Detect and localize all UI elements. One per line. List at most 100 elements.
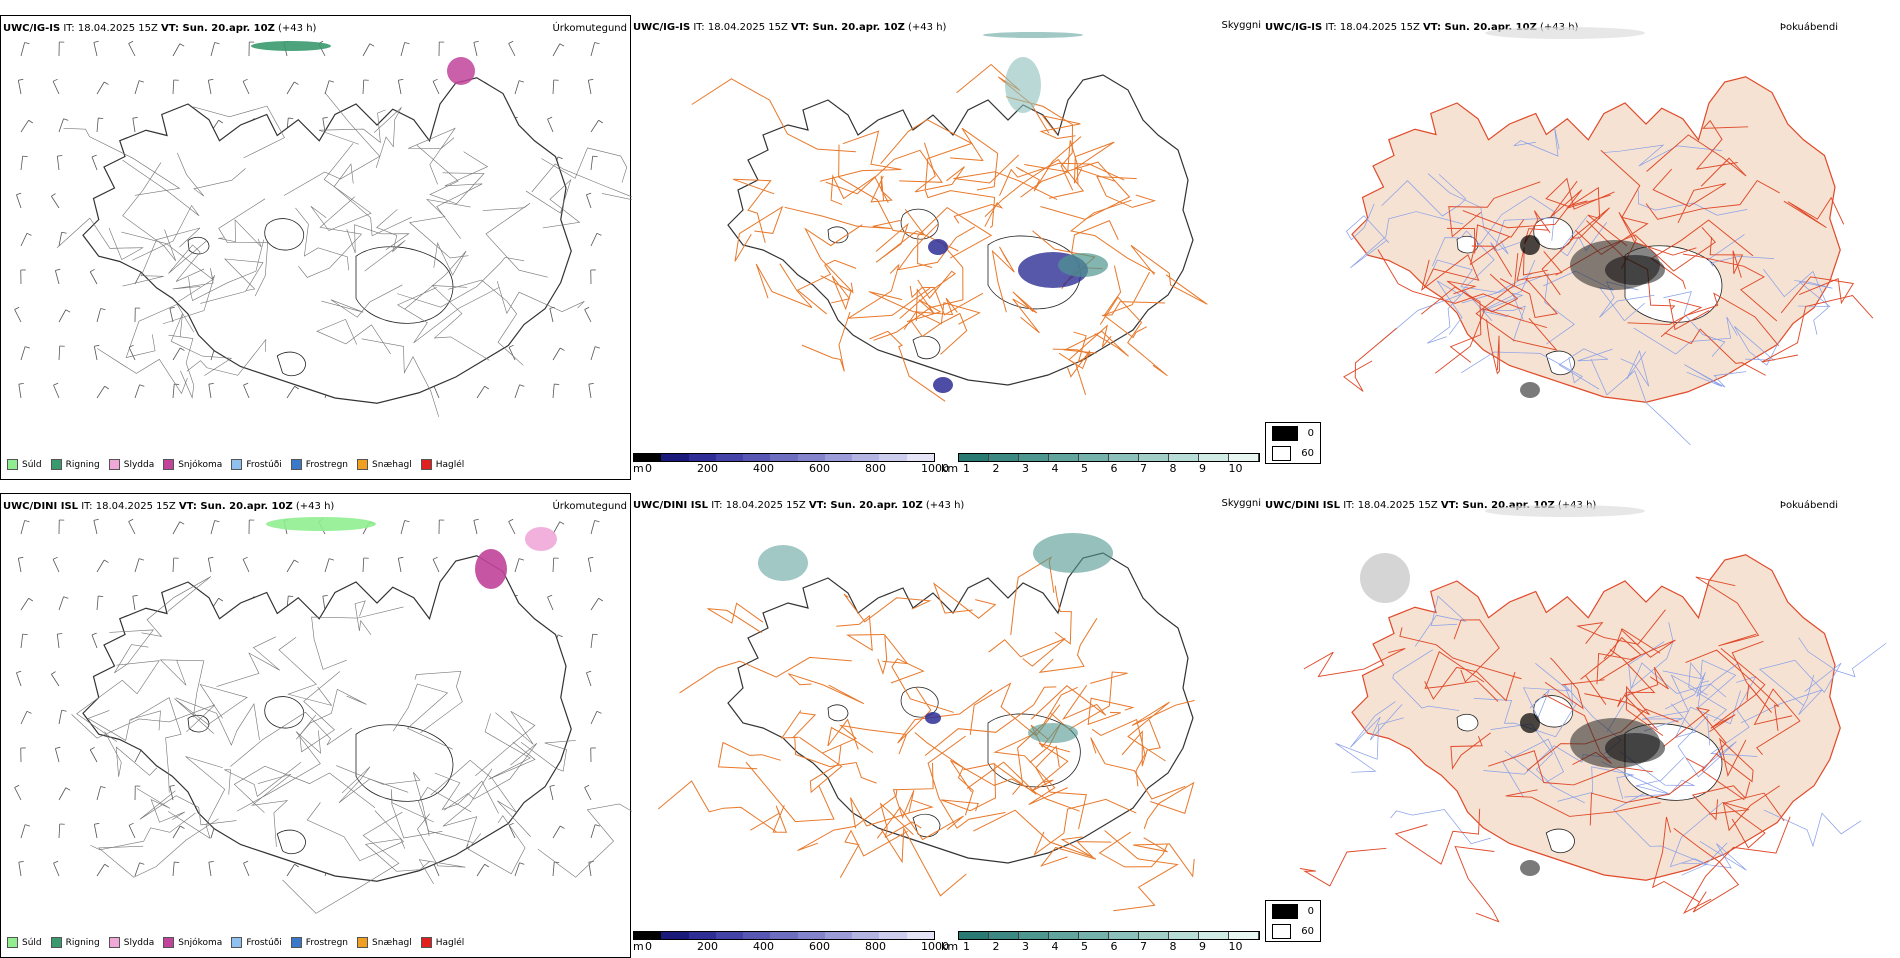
visibility-tick-label: 7 [1140, 940, 1147, 953]
wind-barb [485, 864, 489, 867]
ceiling-unit: m [633, 462, 644, 475]
wind-barb [243, 79, 248, 81]
wind-barb [21, 825, 25, 838]
precip-type-panel: UWC/IG-IS IT: 18.04.2025 15Z VT: Sun. 20… [0, 15, 631, 480]
precip-area [447, 57, 475, 85]
fog-key-label: 0 [1308, 428, 1314, 439]
legend-label: Frostúði [246, 460, 281, 470]
colorbar-segment [1049, 454, 1079, 461]
wind-barb [405, 42, 410, 43]
coastline [728, 553, 1193, 863]
wind-barb [97, 864, 105, 876]
visibility-tick-label: 2 [993, 462, 1000, 475]
precip-legend-item: Snæhagl [357, 459, 412, 470]
wind-barb [180, 44, 184, 46]
legend-swatch [421, 459, 432, 470]
visibility-tick-label: 10 [1229, 940, 1243, 953]
colorbar-segment [689, 932, 716, 939]
colorbar-segment [661, 454, 688, 461]
precip-legend-item: Slydda [109, 937, 154, 948]
legend-label: Snæhagl [372, 938, 412, 948]
wind-barb [66, 310, 70, 312]
wind-barb [97, 386, 105, 398]
wind-barb [90, 750, 97, 762]
wind-barb [57, 155, 62, 156]
wind-barb [15, 307, 19, 309]
wind-barb [53, 559, 59, 572]
wind-barb [593, 634, 598, 635]
wind-barb [139, 81, 144, 82]
wind-barb [21, 520, 25, 534]
ceiling-tick-label: 400 [753, 940, 774, 953]
wind-barb [29, 598, 33, 601]
wind-barb [97, 786, 101, 800]
wind-barb [219, 120, 223, 123]
fog-key-swatch [1272, 924, 1291, 939]
wind-barb [325, 81, 329, 94]
colorbar-segment [959, 932, 989, 939]
ceiling-colorbar [633, 453, 935, 462]
wind-barb [97, 82, 104, 94]
wind-barb [62, 232, 67, 233]
wind-barb [139, 559, 144, 560]
wind-barb [57, 633, 62, 634]
legend-swatch [163, 459, 174, 470]
legend-swatch [7, 459, 18, 470]
precip-type-panel: UWC/DINI ISL IT: 18.04.2025 15Z VT: Sun.… [0, 493, 631, 958]
wind-barb [23, 634, 28, 635]
wind-barb [215, 42, 220, 43]
wind-barb [585, 788, 591, 800]
colorbar-segment [743, 932, 770, 939]
visibility-tick-label: 8 [1170, 940, 1177, 953]
wind-barb [244, 385, 249, 398]
precip-legend-item: Rigning [51, 459, 100, 470]
ceiling-area [928, 239, 948, 255]
precip-legend-item: Súld [7, 937, 42, 948]
fog-key-swatch [1272, 904, 1298, 919]
wind-barb [474, 41, 479, 42]
wind-barb [211, 42, 215, 56]
road-line [126, 304, 194, 357]
visibility-tick-label: 8 [1170, 462, 1177, 475]
wind-barb [588, 80, 591, 94]
wind-barb [21, 156, 23, 170]
visibility-unit: km [941, 462, 958, 475]
road-line [1133, 838, 1194, 877]
wind-barb [215, 520, 220, 521]
wind-barb [509, 347, 515, 360]
wind-barb [219, 598, 223, 601]
colorbar-segment [716, 454, 743, 461]
wind-barb [211, 520, 215, 534]
wind-barb [550, 786, 553, 800]
ceiling-unit: m [633, 940, 644, 953]
wind-barb [515, 81, 519, 94]
legend-label: Slydda [124, 460, 154, 470]
wind-barb [51, 672, 55, 675]
precip-legend-item: Snjókoma [163, 459, 222, 470]
wind-barb [140, 385, 145, 387]
fog-panel: UWC/DINI ISL IT: 18.04.2025 15Z VT: Sun.… [1265, 493, 1900, 958]
ceiling-area [925, 712, 941, 724]
wind-barb [105, 386, 109, 389]
wind-barb [55, 270, 59, 284]
fog-key-row: 60 [1266, 921, 1320, 941]
wind-barb [329, 81, 334, 82]
wind-barb [54, 863, 59, 876]
wind-barb [433, 81, 439, 94]
colorbar-segment [798, 932, 825, 939]
road-line [1300, 848, 1386, 886]
wind-barb [94, 520, 97, 534]
ceiling-tick-label: 400 [753, 462, 774, 475]
visibility-colorbar [958, 931, 1260, 940]
colorbar-segment [661, 932, 688, 939]
precip-legend-item: Súld [7, 459, 42, 470]
colorbar-segment [1079, 932, 1109, 939]
wind-barb [140, 863, 145, 865]
precip-legend-item: Frostúði [231, 459, 281, 470]
wind-barb [27, 711, 32, 713]
